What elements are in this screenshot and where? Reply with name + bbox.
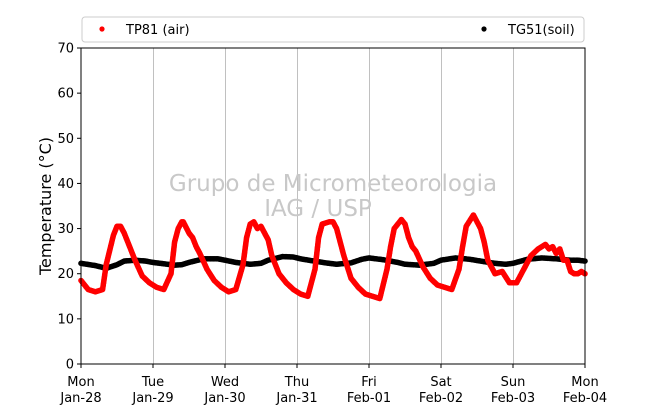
x-tick-label-day: Wed — [211, 375, 239, 390]
y-tick-label: 0 — [66, 358, 74, 373]
y-tick-label: 30 — [57, 222, 74, 237]
x-tick-label-day: Fri — [361, 375, 377, 390]
y-tick-label: 60 — [57, 87, 74, 102]
legend-label-air: TP81 (air) — [125, 23, 190, 38]
legend-label-soil: TG51(soil) — [507, 23, 575, 38]
y-tick-label: 40 — [57, 177, 74, 192]
series-soil — [78, 253, 588, 272]
y-tick-label: 70 — [57, 42, 74, 57]
legend-box — [81, 16, 585, 43]
x-tick-label-day: Thu — [284, 375, 309, 390]
x-axis: MonJan-28TueJan-29WedJan-30ThuJan-31FriF… — [59, 364, 607, 406]
legend-marker-soil — [481, 26, 487, 32]
series-air — [78, 212, 588, 302]
x-tick-label-date: Feb-04 — [563, 391, 607, 406]
x-tick-label-day: Sat — [430, 375, 451, 390]
y-tick-label: 50 — [57, 132, 74, 147]
x-tick-label-day: Sun — [501, 375, 526, 390]
watermark-line-1: Grupo de Micrometeorologia — [169, 171, 497, 197]
plot-frame — [80, 47, 586, 365]
y-axis: 0 10 20 30 40 50 60 70 — [57, 42, 81, 373]
x-tick-label-date: Jan-28 — [59, 391, 101, 406]
y-tick-label: 10 — [57, 312, 74, 327]
legend: TP81 (air) TG51(soil) — [81, 16, 585, 43]
x-tick-label-date: Jan-29 — [131, 391, 173, 406]
watermark: Grupo de Micrometeorologia IAG / USP — [169, 171, 497, 222]
x-tick-label-date: Feb-02 — [419, 391, 463, 406]
legend-marker-air — [99, 26, 105, 32]
y-tick-label: 20 — [57, 267, 74, 282]
x-tick-label-day: Mon — [571, 375, 598, 390]
x-tick-label-day: Mon — [67, 375, 94, 390]
x-tick-label-day: Tue — [141, 375, 164, 390]
watermark-line-2: IAG / USP — [264, 196, 372, 222]
y-axis-label: Temperature (°C) — [36, 137, 55, 276]
x-tick-label-date: Feb-01 — [347, 391, 391, 406]
grid-lines — [153, 48, 514, 364]
x-tick-label-date: Jan-31 — [275, 391, 317, 406]
x-tick-label-date: Feb-03 — [491, 391, 535, 406]
x-tick-label-date: Jan-30 — [203, 391, 245, 406]
